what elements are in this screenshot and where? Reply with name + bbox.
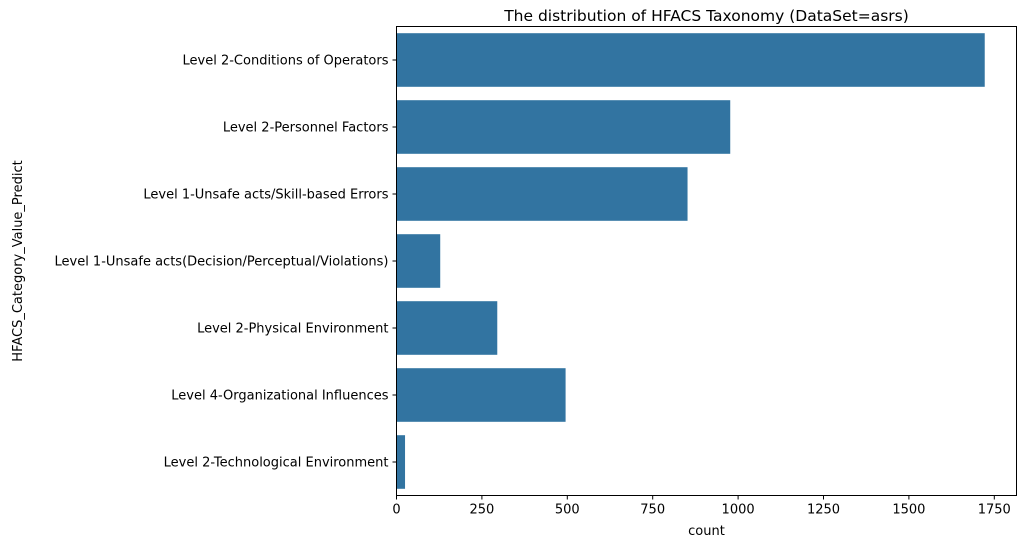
y-tick-label: Level 2-Technological Environment — [164, 456, 389, 471]
bar-series — [396, 33, 985, 489]
y-axis-ticks: Level 2-Conditions of Operators Level 2-P… — [54, 54, 397, 471]
plot-frame — [396, 26, 1017, 496]
y-tick-label: Level 1-Unsafe acts(Decision/Perceptual/… — [54, 255, 388, 270]
x-tick-label: 1250 — [807, 503, 840, 518]
bar-2 — [396, 167, 688, 221]
bar-5 — [396, 368, 566, 422]
x-axis-label: count — [688, 524, 725, 539]
y-tick-label: Level 2-Conditions of Operators — [183, 54, 389, 69]
y-tick-label: Level 2-Personnel Factors — [223, 121, 389, 136]
x-tick-label: 250 — [469, 503, 494, 518]
x-tick-label: 1500 — [892, 503, 925, 518]
x-axis-ticks: 0 250 500 750 1000 1250 1500 1750 — [392, 495, 1011, 518]
bar-6 — [396, 435, 406, 489]
x-tick-label: 1000 — [722, 503, 755, 518]
x-tick-label: 500 — [555, 503, 580, 518]
y-tick-label: Level 4-Organizational Influences — [171, 389, 388, 404]
bar-3 — [396, 234, 441, 288]
y-tick-label: Level 1-Unsafe acts/Skill-based Errors — [143, 188, 388, 203]
bar-4 — [396, 301, 498, 355]
y-axis-label: HFACS_Category_Value_Predict — [11, 160, 26, 361]
x-tick-label: 0 — [392, 503, 400, 518]
bar-1 — [396, 100, 731, 154]
x-tick-label: 750 — [640, 503, 665, 518]
bar-0 — [396, 33, 985, 87]
chart-title: The distribution of HFACS Taxonomy (Data… — [503, 7, 909, 25]
x-tick-label: 1750 — [978, 503, 1011, 518]
y-tick-label: Level 2-Physical Environment — [197, 322, 388, 337]
